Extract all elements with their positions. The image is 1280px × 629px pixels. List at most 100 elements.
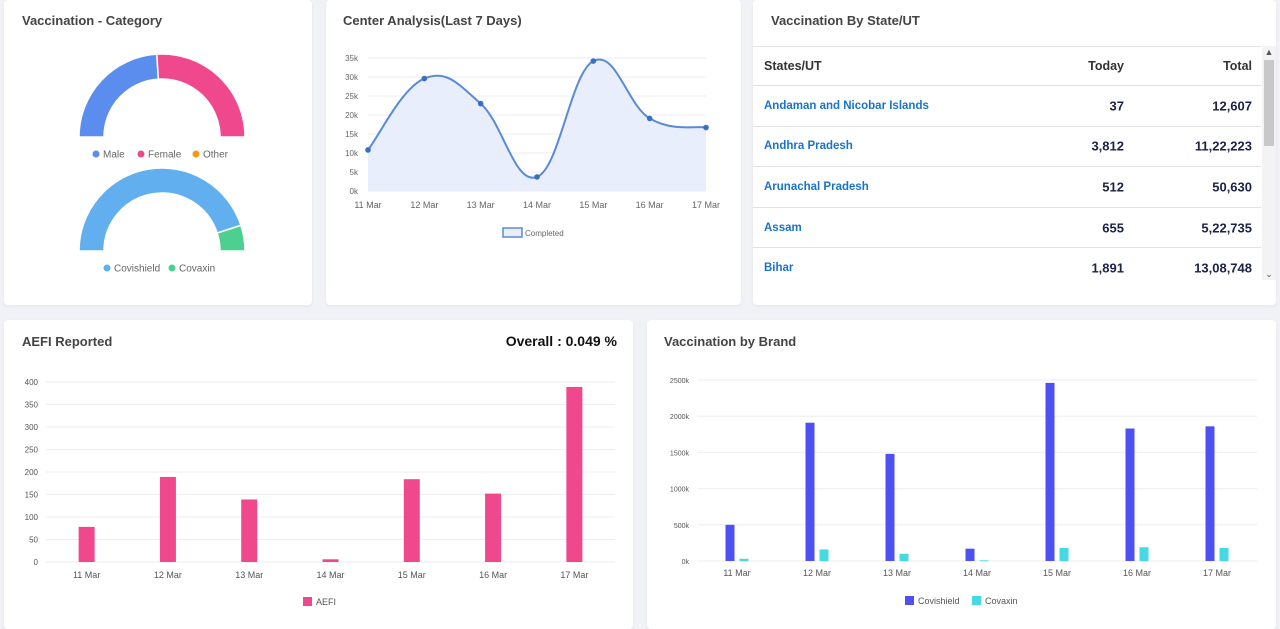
x-tick-label: 16 Mar (479, 570, 507, 580)
x-tick-label: 12 Mar (154, 570, 182, 580)
legend-swatch-covaxin (168, 264, 176, 272)
state-table: States/UT Today Total Andaman and Nicoba… (753, 46, 1261, 280)
bar-covaxin (899, 553, 909, 561)
bar-covishield (805, 422, 815, 561)
y-tick-label: 2500k (670, 378, 690, 385)
y-tick-label: 0k (682, 559, 690, 566)
x-tick-label: 13 Mar (235, 570, 263, 580)
scroll-thumb[interactable] (1264, 60, 1274, 146)
bar-covaxin (979, 560, 989, 561)
legend-label-male: Male (103, 150, 125, 161)
y-tick-label: 35k (345, 54, 359, 63)
header-total[interactable]: Total (1223, 59, 1252, 73)
y-tick-label: 15k (345, 130, 359, 139)
vaccination-category-charts: Male Female Other Covishield Covaxin (78, 53, 246, 275)
y-tick-label: 25k (345, 92, 359, 101)
aefi-chart: 0 50 100 150 200 250 300 350 400 11 Mar 12 Mar 13 M… (25, 378, 615, 607)
x-tick-label: 14 Mar (523, 200, 551, 210)
state-link[interactable]: Assam (764, 221, 802, 234)
legend-swatch-covishield (905, 596, 914, 605)
donut-slice-female (155, 53, 246, 138)
center-analysis-title: Center Analysis(Last 7 Days) (343, 13, 522, 28)
bar-covaxin (1139, 547, 1149, 561)
donut-slice-male (78, 53, 160, 138)
y-tick-label: 150 (25, 491, 39, 500)
y-tick-label: 400 (25, 378, 39, 387)
header-states[interactable]: States/UT (764, 59, 822, 73)
x-tick-label: 11 Mar (354, 200, 381, 210)
legend-swatch-male (92, 150, 100, 158)
state-table-header: States/UT Today Total (753, 47, 1261, 86)
y-tick-label: 0k (350, 187, 359, 196)
bar-covaxin (1219, 547, 1229, 561)
donut-slice-covishield (78, 167, 242, 252)
data-point (590, 58, 597, 64)
table-row: Assam 655 5,22,735 (753, 208, 1261, 249)
legend-label-female: Female (148, 150, 182, 161)
header-today[interactable]: Today (1088, 59, 1124, 73)
bar-covaxin (739, 558, 749, 561)
state-link[interactable]: Andaman and Nicobar Islands (764, 99, 929, 112)
y-tick-label: 1000k (670, 487, 690, 494)
bar-covishield (1205, 426, 1215, 561)
x-tick-label: 15 Mar (398, 570, 426, 580)
data-point (477, 100, 484, 107)
total-value: 13,08,748 (1194, 260, 1252, 276)
y-tick-label: 50 (29, 536, 38, 545)
legend-swatch-aefi (303, 597, 312, 606)
x-tick-label: 17 Mar (560, 570, 588, 580)
x-tick-label: 16 Mar (636, 200, 664, 210)
legend-swatch-female (137, 150, 145, 158)
y-tick-label: 200 (25, 468, 39, 477)
bar-aefi (403, 479, 420, 562)
data-point (421, 75, 428, 82)
legend-label-covishield: Covishield (114, 264, 160, 275)
legend-label-covaxin: Covaxin (985, 596, 1018, 606)
y-tick-label: 350 (25, 401, 39, 410)
today-value: 37 (1109, 98, 1124, 114)
x-tick-label: 17 Mar (692, 200, 720, 210)
bar-covishield (965, 548, 975, 561)
y-tick-label: 5k (350, 168, 359, 177)
data-point (646, 115, 653, 122)
y-tick-label: 100 (25, 513, 39, 522)
bar-aefi (566, 386, 583, 562)
today-value: 3,812 (1091, 138, 1124, 154)
y-tick-label: 2000k (670, 414, 690, 421)
x-tick-label: 14 Mar (963, 568, 991, 578)
state-link[interactable]: Andhra Pradesh (764, 140, 853, 153)
y-tick-label: 250 (25, 446, 39, 455)
legend-swatch-covishield (103, 264, 111, 272)
state-link[interactable]: Arunachal Pradesh (764, 180, 869, 193)
bar-aefi (485, 493, 502, 562)
today-value: 1,891 (1091, 260, 1124, 276)
legend-label-aefi: AEFI (316, 597, 336, 607)
legend-label-completed: Completed (525, 229, 564, 238)
x-tick-label: 16 Mar (1123, 568, 1151, 578)
aefi-title: AEFI Reported (22, 334, 113, 349)
bar-covishield (1045, 382, 1055, 561)
bar-covishield (885, 453, 895, 561)
aefi-card: AEFI Reported Overall : 0.049 % 0 50 100 15… (4, 320, 633, 629)
bar-aefi (322, 559, 339, 562)
legend-label-covaxin: Covaxin (179, 264, 215, 275)
x-tick-label: 15 Mar (579, 200, 607, 210)
state-link[interactable]: Bihar (764, 262, 794, 275)
donut-slice-covaxin (216, 224, 246, 252)
y-tick-label: 500k (674, 523, 690, 530)
y-tick-label: 10k (345, 149, 359, 158)
table-scrollbar[interactable]: ▲ ⌄ (1262, 46, 1276, 280)
table-row: Andaman and Nicobar Islands 37 12,607 (753, 86, 1261, 127)
scroll-up-icon[interactable]: ▲ (1264, 47, 1274, 57)
vaccination-by-state-card: Vaccination By State/UT States/UT Today … (753, 0, 1276, 305)
scroll-down-icon[interactable]: ⌄ (1265, 269, 1273, 279)
x-tick-label: 12 Mar (410, 200, 438, 210)
total-value: 12,607 (1212, 98, 1252, 114)
vaccination-by-state-title: Vaccination By State/UT (771, 13, 920, 28)
vaccination-category-card: Vaccination - Category Male Female Other Co… (4, 0, 312, 305)
x-tick-label: 12 Mar (803, 568, 831, 578)
y-tick-label: 0 (34, 558, 39, 567)
legend-label-covishield: Covishield (918, 596, 960, 606)
center-analysis-chart: 0k 5k 10k 15k 20k 25k 30k 35k 11 Mar 12 Mar 13 Mar… (345, 54, 720, 238)
legend-swatch-completed (502, 227, 523, 238)
